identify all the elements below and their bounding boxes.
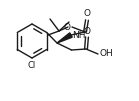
Polygon shape: [57, 33, 72, 43]
Text: O: O: [64, 23, 70, 32]
Text: O: O: [84, 9, 90, 18]
Text: OH: OH: [99, 49, 113, 58]
Text: O: O: [84, 26, 90, 35]
Text: NH: NH: [73, 31, 86, 39]
Text: Cl: Cl: [28, 60, 36, 69]
